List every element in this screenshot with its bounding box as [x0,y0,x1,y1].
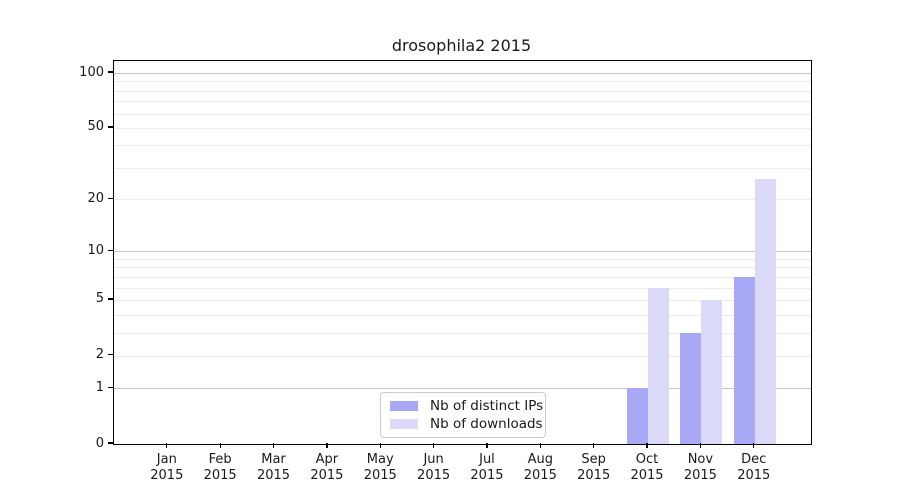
y-tick [108,354,113,356]
x-tick [486,443,488,448]
gridline-minor [114,314,811,316]
x-tick-label: May 2015 [363,452,397,483]
gridline-minor [114,276,811,278]
bar-downloads [701,299,723,444]
x-tick-label: Jul 2015 [470,452,504,483]
y-tick [108,249,113,251]
y-tick [108,71,113,73]
x-tick-label: Mar 2015 [256,452,291,483]
x-tick [166,443,168,448]
x-tick [699,443,702,448]
y-tick-label: 5 [95,291,104,307]
x-tick-label: Nov 2015 [683,452,717,483]
y-tick [108,126,113,128]
bar-distinct-ips [680,332,702,444]
x-tick-label: Dec 2015 [737,452,771,483]
x-tick-label: Apr 2015 [310,452,344,483]
legend: Nb of distinct IPs Nb of downloads [380,392,546,438]
legend-label-distinct-ips: Nb of distinct IPs [430,397,544,414]
legend-swatch-distinct-ips [390,400,418,411]
x-tick-label: Jan 2015 [150,452,184,483]
x-tick [432,443,435,448]
bar-distinct-ips [733,276,755,444]
x-tick [646,443,648,448]
x-tick [379,443,381,448]
y-tick [108,298,113,300]
gridline-minor [114,258,811,260]
x-tick [272,443,275,448]
x-tick-label: Oct 2015 [630,452,664,483]
y-tick-label: 50 [87,119,104,135]
y-tick [108,386,113,388]
chart-title: drosophila2 2015 [391,36,532,55]
x-tick-label: Aug 2015 [523,452,557,483]
gridline-minor [114,113,811,115]
gridline-minor [114,267,811,269]
y-tick-label: 10 [87,242,104,258]
gridline-minor [114,81,811,83]
y-tick [108,442,113,444]
gridline-major [114,73,811,74]
y-tick [108,197,113,199]
x-tick [219,443,221,448]
gridline-major [114,251,811,253]
gridline-minor [114,355,811,357]
x-tick [326,443,328,448]
plot-area [113,60,812,445]
y-tick-label: 2 [95,347,104,363]
legend-label-downloads: Nb of downloads [430,416,543,433]
bar-distinct-ips [627,388,649,444]
x-tick-label: Feb 2015 [203,452,237,483]
gridline-minor [114,167,811,169]
gridline-minor [114,90,811,92]
bar-downloads [754,179,776,444]
gridline-minor [114,145,811,147]
gridline-minor [114,101,811,103]
x-tick [753,443,755,448]
gridline-minor [114,299,811,301]
x-tick [539,443,541,448]
bar-downloads [648,287,670,444]
x-tick-label: Sep 2015 [577,452,611,483]
gridline-minor [114,287,811,289]
x-tick-label: Jun 2015 [417,452,451,483]
gridline-major [114,388,811,390]
y-tick-label: 0 [95,435,104,451]
x-tick [593,443,595,448]
y-tick-label: 20 [87,190,104,206]
legend-swatch-downloads [390,419,418,430]
y-tick-label: 100 [79,64,104,80]
gridline-minor [114,127,811,129]
y-tick-label: 1 [95,379,104,395]
gridline-minor [114,199,811,201]
gridline-minor [114,332,811,334]
legend-item-downloads: Nb of downloads [381,416,545,432]
legend-item-distinct-ips: Nb of distinct IPs [381,398,545,414]
